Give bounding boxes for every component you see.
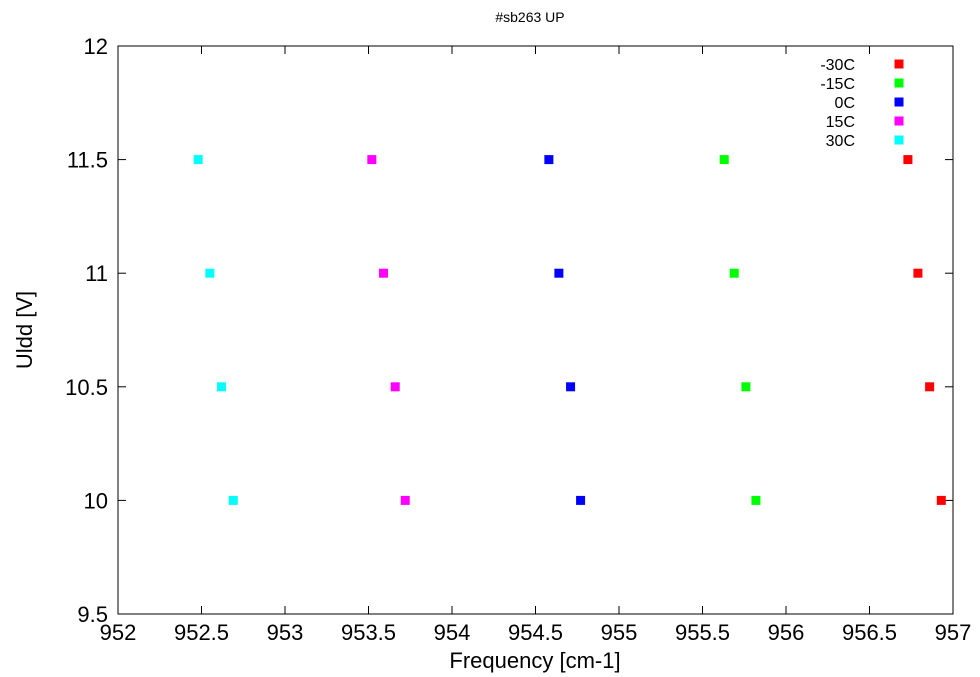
data-point <box>554 268 564 278</box>
data-point <box>936 495 946 505</box>
legend-swatch <box>894 59 904 69</box>
data-point <box>400 495 410 505</box>
chart-title: #sb263 UP <box>495 9 564 25</box>
data-point <box>217 382 227 392</box>
legend-swatch <box>894 97 904 107</box>
tick-labels: 952 952.5 953 953.5 954 954.5 955 955.5 956 956.5… <box>65 34 971 645</box>
data-point <box>729 268 739 278</box>
x-tick-label: 952 <box>100 620 137 645</box>
legend-swatch <box>894 116 904 126</box>
data-point <box>205 268 215 278</box>
plot-frame <box>117 45 954 615</box>
x-tick-label: 954 <box>434 620 471 645</box>
legend-label: -30C <box>820 57 855 74</box>
data-point <box>925 382 935 392</box>
data-point <box>566 382 576 392</box>
data-point <box>193 155 203 165</box>
legend: -30C -15C 0C 15C 30C <box>820 57 904 150</box>
y-tick-label: 10 <box>84 488 108 513</box>
x-tick-label: 953 <box>267 620 304 645</box>
y-tick-label: 12 <box>84 34 108 59</box>
legend-swatch <box>894 135 904 145</box>
data-point <box>544 155 554 165</box>
data-point <box>903 155 913 165</box>
data-point <box>751 495 761 505</box>
data-point <box>228 495 238 505</box>
data-point <box>719 155 729 165</box>
data-point <box>390 382 400 392</box>
x-tick-label: 955 <box>601 620 638 645</box>
data-point <box>367 155 377 165</box>
y-tick-label: 9.5 <box>77 602 108 627</box>
x-tick-label: 953.5 <box>341 620 396 645</box>
legend-label: 30C <box>826 133 855 150</box>
legend-label: 0C <box>835 95 855 112</box>
data-point <box>576 495 586 505</box>
x-tick-label: 956.5 <box>842 620 897 645</box>
y-tick-label: 11 <box>85 261 108 286</box>
x-tick-label: 952.5 <box>174 620 229 645</box>
y-tick-label: 10.5 <box>65 375 108 400</box>
legend-label: -15C <box>820 76 855 93</box>
data-point <box>379 268 389 278</box>
legend-swatch <box>894 78 904 88</box>
y-axis-label: Uldd [V] <box>12 291 37 369</box>
data-point <box>741 382 751 392</box>
x-tick-label: 957 <box>935 620 972 645</box>
x-tick-label: 955.5 <box>675 620 730 645</box>
data-point <box>913 268 923 278</box>
axis-ticks <box>117 45 954 615</box>
legend-label: 15C <box>826 114 855 131</box>
y-tick-label: 11.5 <box>67 148 108 173</box>
data-points <box>193 155 946 505</box>
x-tick-label: 956 <box>768 620 805 645</box>
x-axis-label: Frequency [cm-1] <box>449 648 620 673</box>
x-tick-label: 954.5 <box>508 620 563 645</box>
